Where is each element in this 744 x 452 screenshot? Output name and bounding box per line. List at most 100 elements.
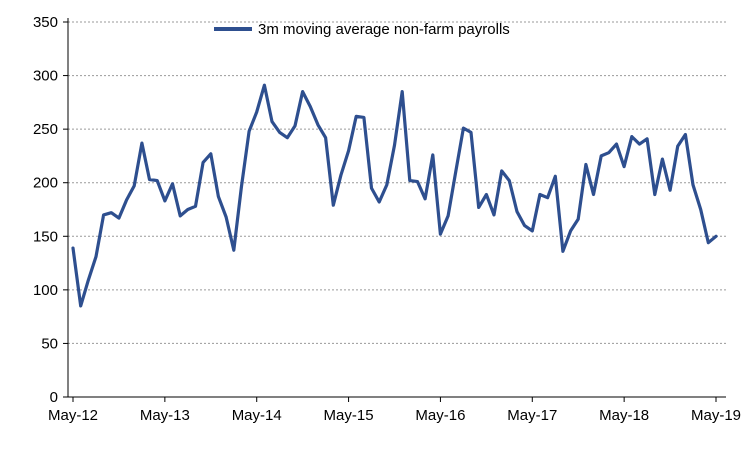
- data-point-33: [324, 136, 327, 139]
- data-point-61: [538, 193, 542, 196]
- data-point-58: [515, 210, 519, 213]
- data-point-36: [347, 149, 350, 152]
- data-point-8: [133, 184, 136, 188]
- y-tick-label-200: 200: [33, 175, 58, 192]
- data-point-18: [209, 152, 212, 155]
- data-point-57: [508, 179, 511, 182]
- y-axis-ticks: 0 50 100 150 200 250 300 350: [33, 14, 68, 406]
- data-point-77: [661, 157, 664, 161]
- data-point-72: [622, 165, 626, 168]
- data-point-24: [255, 110, 258, 114]
- data-point-79: [676, 145, 679, 148]
- data-point-39: [370, 186, 373, 190]
- data-point-82: [699, 208, 702, 211]
- data-point-60: [531, 229, 534, 233]
- data-point-9: [140, 141, 144, 145]
- data-point-43: [401, 90, 404, 93]
- data-point-59: [523, 224, 526, 227]
- x-tick-label-May-16: May-16: [415, 407, 465, 424]
- data-point-31: [309, 105, 312, 108]
- data-point-29: [293, 124, 297, 128]
- x-axis-ticks: May-12 May-13 May-14 May-15 May-16 May-17 May-…: [48, 397, 741, 424]
- data-point-53: [477, 206, 480, 209]
- data-point-75: [645, 137, 649, 140]
- data-point-46: [423, 197, 427, 200]
- x-tick-label-May-14: May-14: [232, 407, 282, 424]
- data-point-12: [163, 199, 167, 203]
- data-point-17: [201, 161, 205, 164]
- y-tick-label-350: 350: [33, 14, 58, 31]
- data-point-26: [270, 120, 274, 123]
- data-point-45: [416, 180, 419, 183]
- data-point-44: [408, 179, 411, 182]
- y-tick-label-300: 300: [33, 68, 58, 85]
- data-point-28: [286, 136, 289, 139]
- data-point-51: [462, 126, 465, 130]
- data-point-84: [714, 235, 718, 238]
- x-tick-label-May-13: May-13: [140, 407, 190, 424]
- data-point-40: [378, 200, 381, 204]
- x-tick-label-May-17: May-17: [507, 407, 557, 424]
- x-tick-label-May-18: May-18: [599, 407, 649, 424]
- data-point-62: [546, 196, 549, 199]
- data-point-50: [454, 170, 457, 174]
- data-point-49: [446, 214, 450, 218]
- legend-label: 3m moving average non-farm payrolls: [258, 21, 510, 38]
- data-point-37: [355, 115, 358, 118]
- data-point-30: [301, 90, 304, 93]
- data-point-55: [492, 213, 496, 217]
- data-point-0: [71, 246, 75, 250]
- data-point-42: [393, 144, 396, 147]
- series-line-payrolls: [71, 83, 718, 308]
- x-tick-label-May-19: May-19: [691, 407, 741, 424]
- data-point-63: [554, 175, 557, 178]
- data-point-16: [194, 205, 197, 208]
- data-point-38: [362, 116, 366, 119]
- data-point-71: [615, 142, 618, 146]
- x-tick-label-May-12: May-12: [48, 407, 98, 424]
- data-point-10: [148, 178, 151, 181]
- data-point-32: [316, 123, 320, 127]
- data-point-48: [439, 232, 442, 236]
- data-point-69: [600, 154, 603, 158]
- data-point-13: [171, 182, 174, 185]
- data-point-5: [110, 211, 113, 214]
- data-point-35: [339, 174, 343, 177]
- data-point-80: [684, 133, 687, 136]
- data-point-14: [179, 214, 182, 218]
- data-point-4: [102, 213, 105, 217]
- data-point-66: [577, 217, 580, 221]
- legend: 3m moving average non-farm payrolls: [214, 21, 510, 38]
- data-point-64: [561, 250, 565, 253]
- data-point-56: [500, 169, 503, 173]
- data-point-83: [707, 241, 710, 244]
- data-point-41: [385, 183, 388, 187]
- data-point-25: [263, 84, 266, 87]
- data-point-68: [592, 193, 595, 196]
- data-point-20: [224, 215, 228, 219]
- series-group: [71, 83, 718, 308]
- data-point-67: [584, 163, 588, 166]
- data-point-23: [247, 130, 251, 133]
- y-tick-label-0: 0: [50, 389, 58, 406]
- data-point-76: [653, 193, 656, 196]
- data-point-3: [94, 255, 98, 258]
- y-tick-label-100: 100: [33, 282, 58, 299]
- y-tick-label-250: 250: [33, 121, 58, 138]
- y-tick-label-50: 50: [41, 335, 58, 352]
- gridlines: [68, 21, 726, 344]
- data-point-1: [79, 304, 82, 308]
- data-point-34: [332, 204, 335, 207]
- data-point-15: [186, 208, 189, 211]
- data-point-65: [569, 229, 572, 233]
- y-tick-label-150: 150: [33, 228, 58, 245]
- data-point-70: [607, 151, 610, 154]
- data-point-47: [431, 153, 434, 157]
- data-point-27: [278, 131, 281, 134]
- x-tick-label-May-15: May-15: [324, 407, 374, 424]
- data-point-81: [691, 183, 695, 187]
- data-point-11: [156, 179, 159, 182]
- axes: [67, 18, 726, 398]
